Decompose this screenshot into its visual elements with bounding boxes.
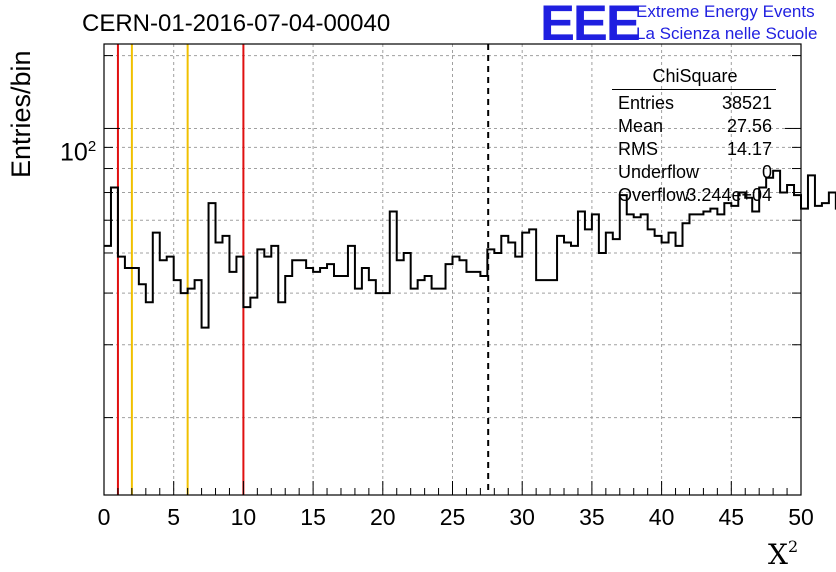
x-tick-label: 15 xyxy=(300,504,326,530)
chart-title: CERN-01-2016-07-04-00040 xyxy=(82,10,391,37)
stats-key: RMS xyxy=(618,139,658,159)
stats-row-underflow: Underflow 0 xyxy=(618,161,772,184)
stats-title: ChiSquare xyxy=(652,66,738,86)
stats-key: Overflow xyxy=(618,185,690,205)
x-tick-labels: 0 5 10 15 20 25 30 35 40 45 50 xyxy=(98,504,814,530)
x-tick-label: 5 xyxy=(167,504,180,530)
stats-box: ChiSquare xyxy=(612,64,778,88)
stats-row-rms: RMS 14.17 xyxy=(618,138,772,161)
y-axis-label: Entries/bin xyxy=(6,50,36,178)
stats-row-entries: Entries 38521 xyxy=(618,92,772,115)
x-tick-label: 25 xyxy=(440,504,466,530)
stats-row-mean: Mean 27.56 xyxy=(618,115,772,138)
histogram xyxy=(104,169,836,329)
stats-value: 27.56 xyxy=(726,116,772,136)
stats-value: 0 xyxy=(761,162,772,182)
x-tick-label: 20 xyxy=(370,504,396,530)
x-tick-label: 45 xyxy=(719,504,745,530)
grid-lines xyxy=(104,44,801,495)
logo-line-1: Extreme Energy Events xyxy=(636,2,815,21)
histogram-step-line xyxy=(104,169,836,329)
x-tick-label: 50 xyxy=(788,504,814,530)
stats-key: Mean xyxy=(618,116,664,136)
logo-line-2: La Scienza nelle Scuole xyxy=(636,24,818,43)
stats-value: 14.17 xyxy=(726,139,772,159)
x-tick-label: 35 xyxy=(579,504,605,530)
x-axis-label: X2 xyxy=(768,536,799,571)
axes xyxy=(103,43,802,496)
x-tick-label: 0 xyxy=(98,504,111,530)
stats-divider xyxy=(612,89,776,90)
stats-value: 3.244e+04 xyxy=(686,185,772,205)
stats-value: 38521 xyxy=(721,93,772,113)
stats-key: Entries xyxy=(618,93,675,113)
stats-key: Underflow xyxy=(618,162,700,182)
x-tick-label: 40 xyxy=(649,504,675,530)
y-tick-label-100: 102 xyxy=(60,138,97,167)
eee-logo: EEE xyxy=(540,0,641,51)
stats-row-overflow: Overflow 3.244e+04 xyxy=(618,184,772,207)
x-tick-label: 10 xyxy=(231,504,257,530)
x-tick-label: 30 xyxy=(509,504,535,530)
